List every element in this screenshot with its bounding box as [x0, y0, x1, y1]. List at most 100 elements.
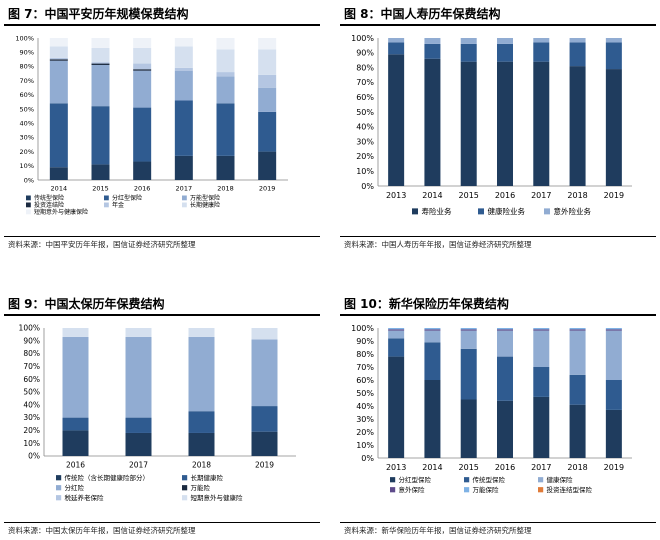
bar-segment — [497, 400, 513, 458]
bar-segment — [605, 69, 622, 186]
bar-segment — [497, 329, 513, 331]
legend-entry: 传统险（含长期健康险部分） — [65, 473, 150, 482]
bar-segment — [424, 328, 441, 330]
bar-segment — [569, 329, 586, 331]
bar-segment — [569, 404, 586, 458]
y-tick-label: 80% — [23, 349, 40, 358]
x-tick-label: 2013 — [386, 191, 406, 200]
y-tick-label: 0% — [361, 454, 374, 463]
y-tick-label: 60% — [356, 93, 374, 102]
bar-segment — [62, 336, 89, 418]
bar-segment — [174, 70, 193, 101]
bar-segment — [49, 57, 68, 60]
bar-segment — [133, 63, 152, 70]
bar-segment — [460, 328, 477, 330]
x-tick-label: 2015 — [459, 191, 479, 200]
bar-segment — [49, 38, 68, 47]
x-tick-label: 2019 — [604, 191, 624, 200]
bar-segment — [91, 63, 110, 65]
bar-segment — [605, 329, 622, 331]
legend-entry: 万能型保险 — [190, 194, 220, 202]
bar-segment — [174, 38, 193, 47]
y-tick-label: 50% — [356, 389, 374, 398]
legend-entry: 年金 — [112, 201, 124, 209]
bar-segment — [174, 67, 193, 71]
y-tick-label: 30% — [356, 137, 374, 146]
bar-segment — [91, 62, 110, 64]
bar-segment — [569, 374, 586, 405]
legend-entry: 分红型保险 — [112, 194, 142, 202]
bar-segment — [497, 328, 513, 330]
bar-segment — [62, 328, 89, 337]
bar-segment — [424, 329, 441, 331]
legend-swatch — [104, 195, 109, 201]
legend-swatch — [182, 485, 188, 491]
legend-entry: 万能险 — [191, 483, 211, 492]
legend-swatch — [464, 477, 470, 483]
bar-segment — [497, 43, 513, 62]
chart-cpic: 0% 10% 20% 30% 40% 50% 60% 70% 80% 90% 100% 2016 201… — [19, 324, 296, 502]
chart-ping-an: 0% 10% 20% 30% 40% 50% 60% 70% 80% 90% 100% 2014 201… — [15, 34, 288, 216]
y-tick-label: 20% — [356, 152, 374, 161]
y-tick-label: 0% — [361, 182, 374, 191]
bar-segment — [605, 42, 622, 70]
x-tick-label: 2016 — [495, 463, 515, 472]
bar-segment — [258, 87, 277, 112]
bar-segment — [388, 54, 405, 186]
bar-segment — [133, 161, 152, 180]
chart-china-life: 0% 10% 20% 30% 40% 50% 60% 70% 80% 90% 100% 2013 201… — [351, 34, 632, 216]
bar-segment — [62, 417, 89, 431]
bar-segment — [533, 328, 550, 330]
y-tick-label: 20% — [23, 426, 40, 435]
bar-segment — [49, 59, 68, 61]
bar-segment — [133, 47, 152, 64]
legend-entry: 寿险业务 — [422, 206, 452, 216]
bar-segment — [133, 69, 152, 71]
bar-segment — [125, 432, 152, 456]
bar-segment — [388, 338, 405, 357]
bar-segment — [251, 431, 278, 456]
y-tick-label: 100% — [351, 324, 374, 333]
y-tick-label: 20% — [356, 428, 374, 437]
legend-swatch — [104, 202, 109, 208]
y-tick-label: 70% — [23, 362, 40, 371]
bar-segment — [125, 328, 152, 337]
legend-swatch — [56, 485, 62, 491]
legend-swatch — [464, 487, 470, 493]
bar-segment — [460, 348, 477, 400]
x-tick-label: 2016 — [134, 185, 151, 193]
bar-segment — [125, 336, 152, 418]
bar-segment — [569, 66, 586, 186]
x-tick-label: 2018 — [192, 461, 211, 470]
bar-segment — [424, 43, 441, 59]
y-tick-label: 70% — [356, 363, 374, 372]
bar-segment — [133, 38, 152, 48]
bar-segment — [188, 328, 215, 337]
legend-swatch — [26, 195, 31, 201]
bar-segment — [216, 38, 235, 50]
y-tick-label: 30% — [23, 413, 40, 422]
bar-segment — [251, 339, 278, 407]
y-tick-label: 60% — [23, 375, 40, 384]
bar-segment — [533, 367, 550, 397]
legend-entry: 健康保险 — [547, 475, 574, 484]
bar-segment — [388, 330, 405, 339]
y-tick-label: 10% — [356, 167, 374, 176]
bar-segment — [424, 380, 441, 458]
bar-segment — [605, 330, 622, 380]
bar-segment — [91, 64, 110, 107]
bar-segment — [174, 100, 193, 156]
bar-segment — [258, 111, 277, 152]
bar-segment — [424, 58, 441, 186]
y-tick-label: 90% — [356, 49, 374, 58]
legend-swatch — [478, 208, 484, 215]
bar-segment — [216, 76, 235, 104]
legend-entry: 投资连结型保险 — [547, 485, 593, 494]
bar-segment — [174, 46, 193, 68]
x-tick-label: 2017 — [176, 185, 193, 193]
y-tick-label: 60% — [356, 376, 374, 385]
chart-source: 资料来源：新华保险历年年报，国信证券经济研究所整理 — [340, 522, 656, 538]
bar-segment — [605, 380, 622, 410]
bar-segment — [188, 432, 215, 456]
x-tick-label: 2013 — [386, 463, 406, 472]
